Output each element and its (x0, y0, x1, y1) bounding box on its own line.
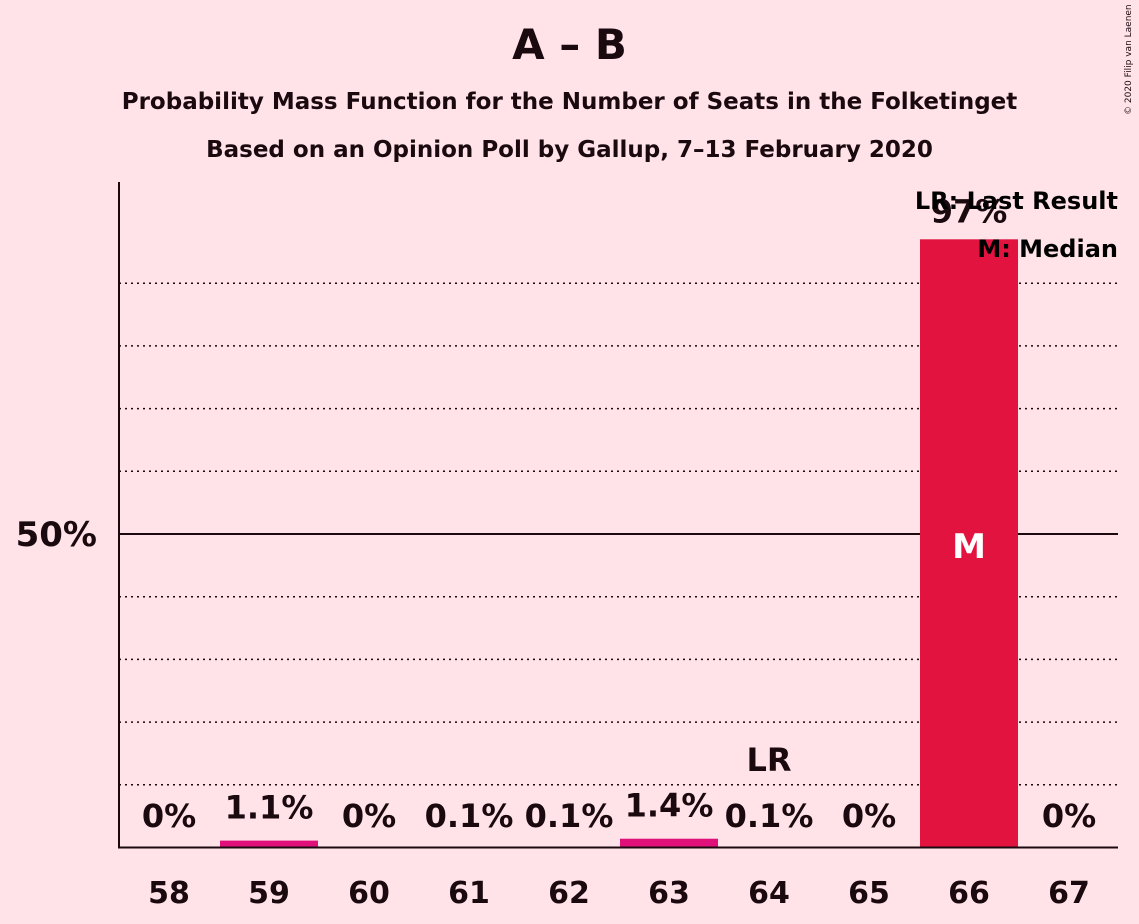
y-tick-label: 50% (16, 515, 97, 555)
legend: LR: Last Result M: Median (915, 187, 1118, 263)
data-label: 1.4% (625, 787, 714, 825)
last-result-marker: LR (746, 741, 791, 779)
data-label: 0% (842, 797, 896, 835)
legend-last-result: LR: Last Result (915, 187, 1118, 215)
data-label: 0% (142, 797, 196, 835)
bars-group (220, 239, 1018, 848)
labels-group: 0% 1.1% 0% 0.1% 0.1% 1.4% 0.1% 0% 97% 0% LR M (142, 192, 1096, 835)
bar-seats-63 (620, 838, 718, 848)
x-tick-label: 61 (448, 876, 490, 911)
x-tick-label: 66 (948, 876, 990, 911)
data-label: 0.1% (525, 797, 614, 835)
bar-seats-66 (920, 239, 1018, 848)
data-label: 0% (1042, 797, 1096, 835)
chart-source-subtitle: Based on an Opinion Poll by Gallup, 7–13… (206, 137, 933, 163)
x-tick-label: 59 (248, 876, 290, 911)
data-label: 0.1% (425, 797, 514, 835)
x-tick-label: 60 (348, 876, 390, 911)
data-label: 1.1% (225, 789, 314, 827)
legend-median: M: Median (977, 235, 1118, 263)
x-tick-label: 63 (648, 876, 690, 911)
data-label: 0.1% (725, 797, 814, 835)
axes-group: 50% 58 59 60 61 62 63 64 65 66 67 (16, 182, 1118, 911)
chart-subtitle: Probability Mass Function for the Number… (121, 89, 1018, 115)
data-label: 0% (342, 797, 396, 835)
x-tick-label: 67 (1048, 876, 1090, 911)
x-tick-label: 62 (548, 876, 590, 911)
x-tick-label: 65 (848, 876, 890, 911)
median-marker: M (952, 527, 986, 567)
x-tick-label: 58 (148, 876, 190, 911)
data-label: 97% (931, 192, 1008, 230)
x-tick-label: 64 (748, 876, 790, 911)
bar-seats-59 (220, 840, 318, 848)
chart-title: A – B (512, 20, 627, 69)
